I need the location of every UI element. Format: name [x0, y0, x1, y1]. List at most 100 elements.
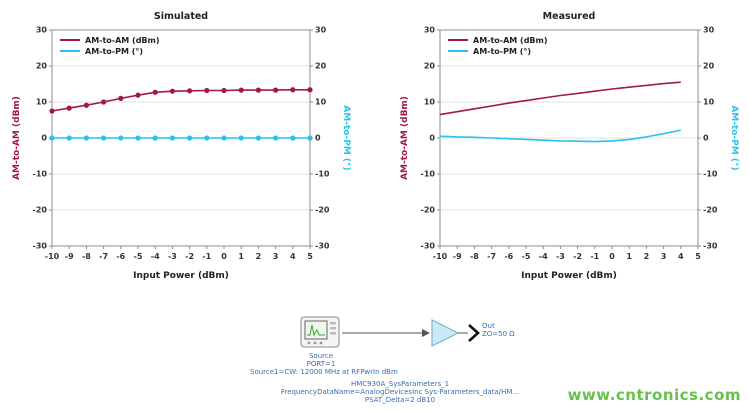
series-marker — [135, 135, 141, 141]
y-tick-label-right: -20 — [315, 206, 330, 215]
series-marker — [187, 135, 193, 141]
y-axis-label-right: AM-to-PM (°) — [341, 105, 351, 170]
y-tick-label-right: -30 — [315, 242, 330, 251]
x-tick-label: -7 — [99, 252, 108, 261]
y-tick-label-left: -20 — [33, 206, 48, 215]
series-marker — [238, 135, 244, 141]
x-tick-label: -1 — [202, 252, 211, 261]
y-axis-label-left: AM-to-AM (dBm) — [12, 96, 22, 180]
series-marker — [238, 87, 244, 93]
legend-label: AM-to-AM (dBm) — [473, 36, 548, 45]
x-tick-label: 0 — [609, 252, 615, 261]
series-marker — [49, 135, 55, 141]
schematic: Source PORT=1 Source1=CW: 12000 MHz at R… — [0, 308, 749, 408]
x-tick-label: 4 — [678, 252, 684, 261]
series-marker — [204, 135, 210, 141]
series-marker — [169, 135, 175, 141]
y-tick-label-right: 10 — [315, 98, 327, 107]
series-marker — [169, 88, 175, 94]
series-marker — [273, 135, 279, 141]
x-tick-label: -6 — [504, 252, 513, 261]
x-axis-label: Input Power (dBm) — [133, 271, 229, 281]
x-tick-label: 1 — [238, 252, 244, 261]
y-tick-label-right: 30 — [703, 26, 715, 35]
series-marker — [221, 135, 227, 141]
x-tick-label: 5 — [307, 252, 313, 261]
x-tick-label: -5 — [134, 252, 143, 261]
x-tick-label: 3 — [661, 252, 667, 261]
x-tick-label: -4 — [151, 252, 160, 261]
series-line — [51, 89, 310, 112]
x-tick-label: 3 — [273, 252, 279, 261]
x-tick-label: -1 — [590, 252, 599, 261]
series-marker — [273, 87, 279, 93]
series-marker — [307, 135, 313, 141]
y-tick-label-right: 30 — [315, 26, 327, 35]
x-tick-label: -6 — [116, 252, 125, 261]
x-tick-label: -7 — [487, 252, 496, 261]
series-marker — [290, 135, 296, 141]
chart-title: Measured — [543, 11, 596, 22]
chart-simulated: -30 -30 -20 -20 -10 -10 0 0 10 10 20 20 30 30 -10 -9 -8-… — [8, 6, 353, 302]
legend-label: AM-to-PM (°) — [473, 47, 531, 56]
charts-row: -30 -30 -20 -20 -10 -10 0 0 10 10 20 20 30 30 -10 -9 -8-… — [0, 6, 749, 302]
out-impedance-label: ZO=50 Ω — [482, 330, 515, 338]
series-marker — [204, 87, 210, 94]
out-label: Out — [482, 322, 495, 330]
y-tick-label-right: -10 — [315, 170, 330, 179]
series-marker — [221, 87, 227, 94]
wire-arrow-icon — [422, 329, 430, 337]
x-tick-label: 4 — [290, 252, 296, 261]
y-tick-label-right: -10 — [703, 170, 718, 179]
x-tick-label: 5 — [695, 252, 701, 261]
x-tick-label: -4 — [539, 252, 548, 261]
y-tick-label-left: 10 — [36, 98, 48, 107]
y-tick-label-right: -20 — [703, 206, 718, 215]
x-tick-label: -3 — [556, 252, 565, 261]
series-line — [439, 129, 681, 143]
series-marker — [101, 135, 107, 141]
x-tick-label: 1 — [626, 252, 632, 261]
series-marker — [49, 108, 55, 114]
series-marker — [83, 135, 89, 141]
series-marker — [187, 88, 193, 94]
x-tick-label: -2 — [185, 252, 194, 261]
x-tick-label: -8 — [470, 252, 479, 261]
y-tick-label-left: 0 — [41, 134, 47, 143]
x-tick-label: 2 — [644, 252, 650, 261]
x-axis-label: Input Power (dBm) — [521, 271, 617, 281]
x-tick-label: 0 — [221, 252, 227, 261]
y-tick-label-right: 0 — [315, 134, 321, 143]
x-tick-label: -2 — [573, 252, 582, 261]
y-axis-label-left: AM-to-AM (dBm) — [400, 96, 410, 180]
watermark: www.cntronics.com — [567, 386, 741, 404]
x-tick-label: -9 — [453, 252, 462, 261]
y-axis-label-right: AM-to-PM (°) — [729, 105, 739, 170]
source-port-label: PORT=1 — [306, 360, 336, 368]
y-tick-label-left: 0 — [429, 134, 435, 143]
series-marker — [101, 99, 107, 105]
y-tick-label-right: 20 — [315, 62, 327, 71]
x-tick-label: 2 — [256, 252, 262, 261]
x-tick-label: -9 — [65, 252, 74, 261]
legend-label: AM-to-AM (dBm) — [85, 36, 160, 45]
y-tick-label-left: 20 — [36, 62, 48, 71]
source-label: Source — [308, 352, 334, 360]
y-tick-label-left: 30 — [424, 26, 436, 35]
y-tick-label-left: 30 — [36, 26, 48, 35]
series-marker — [66, 105, 72, 111]
chart-title: Simulated — [154, 11, 208, 22]
y-tick-label-left: 10 — [424, 98, 436, 107]
series-marker — [307, 87, 313, 93]
series-marker — [66, 135, 72, 141]
y-tick-label-left: -10 — [421, 170, 436, 179]
y-tick-label-right: 20 — [703, 62, 715, 71]
series-marker — [152, 89, 158, 95]
y-tick-label-right: 0 — [703, 134, 709, 143]
y-tick-label-left: -20 — [421, 206, 436, 215]
y-tick-label-right: 10 — [703, 98, 715, 107]
series-marker — [290, 87, 296, 93]
